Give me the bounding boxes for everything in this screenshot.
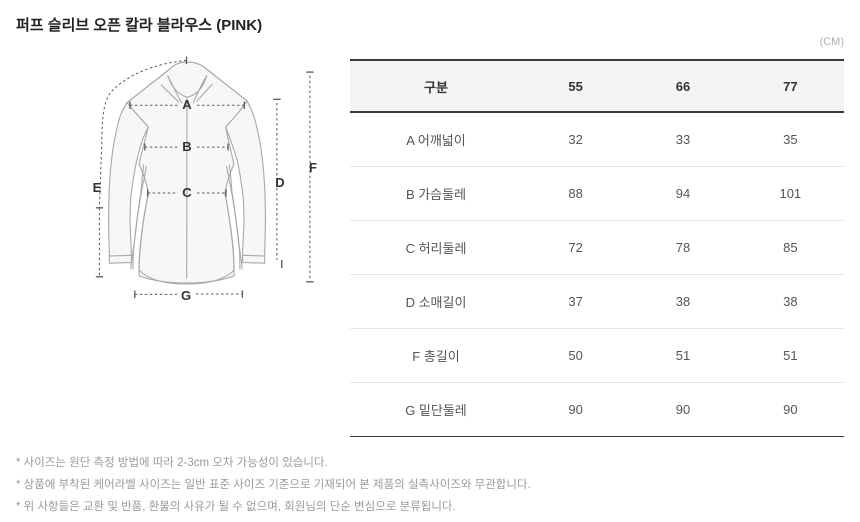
svg-text:C: C: [182, 185, 192, 200]
svg-text:G: G: [181, 288, 191, 303]
svg-text:E: E: [93, 180, 102, 195]
svg-text:D: D: [275, 175, 284, 190]
svg-text:F: F: [309, 160, 317, 175]
svg-text:A: A: [182, 97, 192, 112]
svg-text:B: B: [182, 139, 191, 154]
